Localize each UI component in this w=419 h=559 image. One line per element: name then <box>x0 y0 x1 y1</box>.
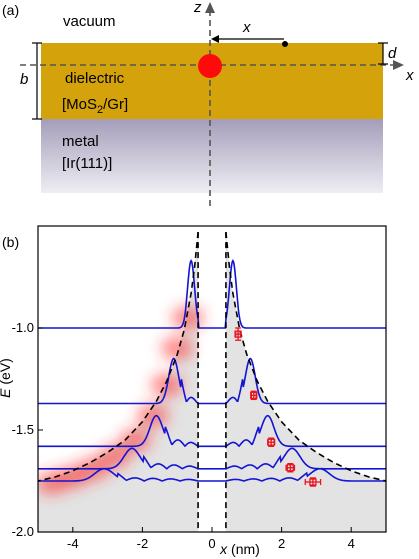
x-dimension-arrow-icon <box>211 35 219 43</box>
point-charge <box>198 54 222 78</box>
panel-b-label: (b) <box>2 234 19 250</box>
x-tick-label: 2 <box>278 536 285 551</box>
y-tick-label: -1.5 <box>12 422 34 437</box>
potential-curve-right <box>225 232 386 482</box>
density-blob <box>171 305 204 330</box>
x-axis-arrow-icon <box>393 60 404 70</box>
data-point <box>267 437 276 447</box>
point-marker <box>286 464 294 472</box>
data-point <box>304 477 322 487</box>
x-axis-label: x <box>405 67 414 84</box>
data-point <box>234 327 242 341</box>
metal-label: metal <box>62 133 99 150</box>
x-tick-label: 0 <box>208 536 215 551</box>
point-marker <box>250 391 258 399</box>
potential-shade-right <box>225 232 386 532</box>
dielectric-label: dielectric <box>65 70 125 87</box>
wavefunctions <box>38 259 386 482</box>
x-tick-label: -2 <box>137 536 149 551</box>
axis-ticks: -4 -2 0 2 4 -1.0 -1.5 -2.0 <box>12 320 355 551</box>
potential-curve-left <box>38 232 199 482</box>
vacuum-label: vacuum <box>63 13 116 30</box>
potential-shade-left <box>38 232 199 532</box>
panel-a-label: (a) <box>2 2 19 18</box>
experimental-points <box>234 327 322 487</box>
plot-area <box>38 232 386 532</box>
x-axis-title: x (nm) <box>219 541 260 557</box>
point-marker <box>267 438 275 446</box>
electron-dot <box>282 41 288 47</box>
x-tick-label: 4 <box>348 536 355 551</box>
y-tick-label: -1.0 <box>12 320 34 335</box>
wavefunction-level <box>38 447 386 470</box>
density-blob <box>161 336 194 361</box>
wavefunction-level <box>38 414 386 448</box>
b-dimension-label: b <box>20 71 28 88</box>
metal-material: [Ir(111)] <box>62 155 112 172</box>
metal-layer <box>41 119 383 193</box>
z-axis-arrow-icon <box>205 2 215 13</box>
y-tick-label: -2.0 <box>12 524 34 539</box>
density-blob <box>38 471 68 496</box>
dielectric-material: [MoS2/Gr] <box>62 96 128 116</box>
data-point <box>250 390 258 401</box>
point-marker <box>309 478 317 486</box>
panel-a: (a) vacuum dielectric [MoS2/Gr] metal [I… <box>2 0 414 206</box>
data-point <box>285 463 296 473</box>
y-axis-title: E (eV) <box>0 358 13 398</box>
wavefunction-level <box>38 357 386 405</box>
x-dimension-label: x <box>242 19 251 36</box>
wavefunction-level <box>38 259 386 329</box>
wavefunction-level <box>38 468 386 482</box>
point-marker <box>234 330 242 338</box>
d-dimension-label: d <box>388 45 397 62</box>
z-axis-label: z <box>193 0 202 16</box>
x-tick-label: -4 <box>67 536 79 551</box>
panel-b: (b) -4 -2 0 2 4 -1.0 -1.5 -2.0 E (eV) x (nm) <box>0 225 387 557</box>
